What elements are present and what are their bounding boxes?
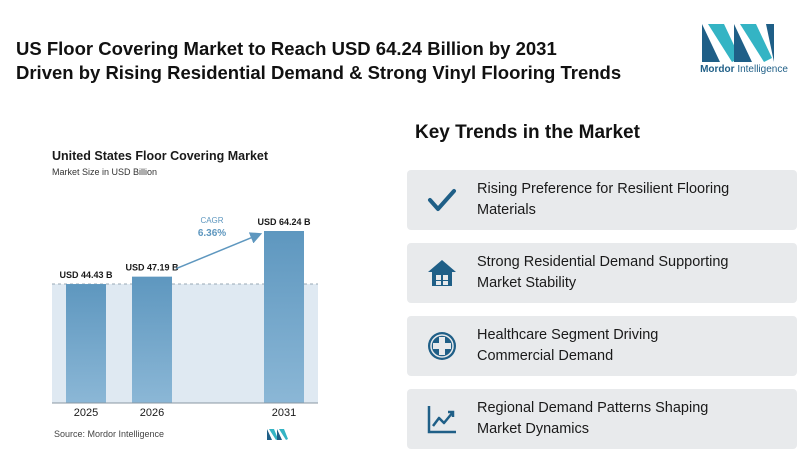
x-tick-2026: 2026 xyxy=(140,407,164,419)
trend-line-2: Materials xyxy=(477,202,536,218)
trend-line-2: Market Dynamics xyxy=(477,421,589,437)
chart-subtitle: Market Size in USD Billion xyxy=(52,167,158,177)
x-tick-2031: 2031 xyxy=(272,407,296,419)
logo-mark-icon xyxy=(702,24,774,62)
house-icon xyxy=(428,260,456,286)
trend-line-2: Commercial Demand xyxy=(477,348,614,364)
market-size-chart: United States Floor Covering Market Mark… xyxy=(44,137,334,447)
trends-title: Key Trends in the Market xyxy=(415,122,640,143)
data-label-2025: USD 44.43 B xyxy=(59,270,113,280)
x-tick-2025: 2025 xyxy=(74,407,98,419)
trend-line-1: Regional Demand Patterns Shaping xyxy=(477,400,709,416)
chart-title: United States Floor Covering Market xyxy=(52,149,269,163)
logo-word-1: Mordor xyxy=(700,64,735,75)
chart-source: Source: Mordor Intelligence xyxy=(54,429,165,439)
logo-word-2: Intelligence xyxy=(737,64,788,75)
data-label-2031: USD 64.24 B xyxy=(257,217,311,227)
logo-wordmark: Mordor Intelligence xyxy=(694,64,794,75)
chart-plot: USD 44.43 B 2025 USD 47.19 B 2026 USD 64.24 … xyxy=(52,216,318,419)
mordor-intelligence-logo: Mordor Intelligence xyxy=(694,20,794,82)
line-chart-icon xyxy=(427,406,456,434)
trend-card-healthcare-segment: Healthcare Segment Driving Commercial De… xyxy=(407,316,797,376)
headline-line-1: US Floor Covering Market to Reach USD 64… xyxy=(16,38,557,59)
checkmark-icon xyxy=(428,189,456,211)
data-label-2026: USD 47.19 B xyxy=(125,263,179,273)
cagr-arrow xyxy=(175,232,263,270)
trend-text: Strong Residential Demand Supporting Mar… xyxy=(477,252,738,294)
trend-text: Regional Demand Patterns Shaping Market … xyxy=(477,398,718,440)
trend-card-resilient-flooring: Rising Preference for Resilient Flooring… xyxy=(407,170,797,230)
trend-line-1: Rising Preference for Resilient Flooring xyxy=(477,181,730,197)
trend-card-regional-demand: Regional Demand Patterns Shaping Market … xyxy=(407,389,797,449)
trend-card-residential-demand: Strong Residential Demand Supporting Mar… xyxy=(407,243,797,303)
bar-2025 xyxy=(66,284,106,403)
headline: US Floor Covering Market to Reach USD 64… xyxy=(16,37,676,85)
trend-text: Healthcare Segment Driving Commercial De… xyxy=(477,325,668,367)
small-logo-icon xyxy=(267,429,288,440)
trend-line-2: Market Stability xyxy=(477,275,577,291)
cagr-value: 6.36% xyxy=(198,228,226,239)
headline-line-2: Driven by Rising Residential Demand & St… xyxy=(16,62,622,83)
bar-2026 xyxy=(132,276,172,403)
cagr-label: CAGR xyxy=(200,216,223,225)
trend-line-1: Strong Residential Demand Supporting xyxy=(477,254,729,270)
trend-text: Rising Preference for Resilient Flooring… xyxy=(477,179,739,221)
medical-plus-icon xyxy=(428,332,456,360)
trend-line-1: Healthcare Segment Driving xyxy=(477,327,659,343)
bar-2031 xyxy=(264,231,304,403)
